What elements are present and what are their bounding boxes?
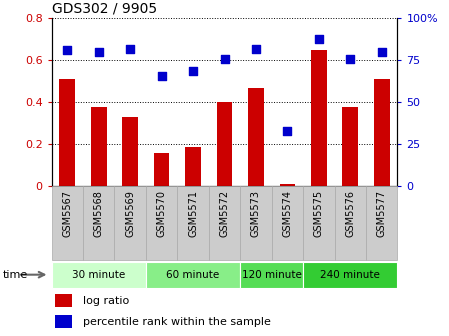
Text: 240 minute: 240 minute xyxy=(320,270,380,280)
Bar xyxy=(122,117,138,186)
FancyBboxPatch shape xyxy=(366,186,397,260)
Text: GSM5574: GSM5574 xyxy=(282,190,292,237)
FancyBboxPatch shape xyxy=(177,186,209,260)
Point xyxy=(95,49,102,55)
Point xyxy=(284,128,291,134)
FancyBboxPatch shape xyxy=(240,186,272,260)
Text: GSM5570: GSM5570 xyxy=(157,190,167,237)
Text: GSM5573: GSM5573 xyxy=(251,190,261,237)
FancyBboxPatch shape xyxy=(335,186,366,260)
Text: 60 minute: 60 minute xyxy=(167,270,220,280)
Bar xyxy=(343,107,358,186)
Point xyxy=(158,73,165,78)
Bar xyxy=(154,153,170,186)
Point xyxy=(347,56,354,61)
Text: GSM5567: GSM5567 xyxy=(62,190,72,237)
Text: 120 minute: 120 minute xyxy=(242,270,302,280)
Point xyxy=(127,46,134,51)
Text: GDS302 / 9905: GDS302 / 9905 xyxy=(52,1,157,15)
Point xyxy=(64,48,71,53)
Bar xyxy=(374,79,390,186)
Text: GSM5575: GSM5575 xyxy=(314,190,324,237)
FancyBboxPatch shape xyxy=(83,186,114,260)
FancyBboxPatch shape xyxy=(303,262,397,288)
FancyBboxPatch shape xyxy=(209,186,240,260)
FancyBboxPatch shape xyxy=(114,186,146,260)
Bar xyxy=(59,79,75,186)
Bar xyxy=(91,107,107,186)
Bar xyxy=(185,146,201,186)
Point xyxy=(252,46,260,51)
Bar xyxy=(248,88,264,186)
Text: GSM5577: GSM5577 xyxy=(377,190,387,237)
Text: GSM5576: GSM5576 xyxy=(345,190,355,237)
Text: GSM5568: GSM5568 xyxy=(94,190,104,237)
Bar xyxy=(311,50,327,186)
Text: 30 minute: 30 minute xyxy=(72,270,125,280)
Point xyxy=(315,36,322,41)
FancyBboxPatch shape xyxy=(146,186,177,260)
FancyBboxPatch shape xyxy=(52,262,146,288)
Text: time: time xyxy=(2,270,27,280)
Text: GSM5572: GSM5572 xyxy=(220,190,229,237)
Bar xyxy=(217,102,233,186)
Bar xyxy=(55,294,72,307)
Text: percentile rank within the sample: percentile rank within the sample xyxy=(83,317,271,327)
Bar xyxy=(279,184,295,186)
FancyBboxPatch shape xyxy=(303,186,335,260)
Bar xyxy=(55,315,72,328)
FancyBboxPatch shape xyxy=(146,262,240,288)
FancyBboxPatch shape xyxy=(272,186,303,260)
Text: GSM5571: GSM5571 xyxy=(188,190,198,237)
Point xyxy=(189,68,197,73)
FancyBboxPatch shape xyxy=(52,186,83,260)
Point xyxy=(221,56,228,61)
Text: GSM5569: GSM5569 xyxy=(125,190,135,237)
Point xyxy=(378,49,385,55)
FancyBboxPatch shape xyxy=(240,262,303,288)
Text: log ratio: log ratio xyxy=(83,296,129,306)
